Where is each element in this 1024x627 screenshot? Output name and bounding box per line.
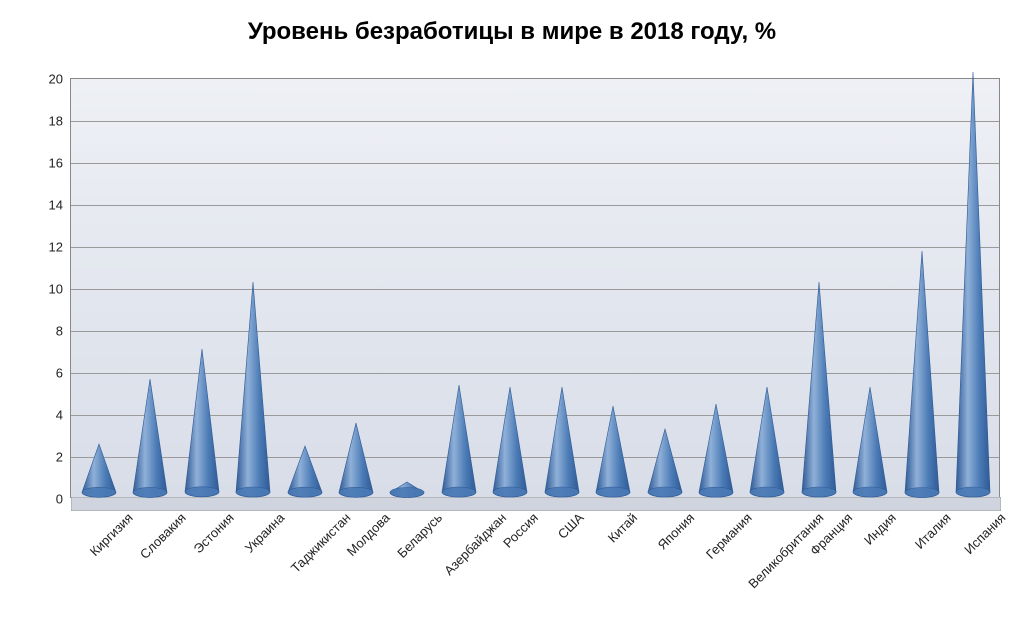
chart-plot-area: 02468101214161820 [70,78,1000,498]
chart-x-labels: КиргизияСловакияЭстонияУкраинаТаджикиста… [70,510,1000,620]
y-tick-label: 12 [49,240,63,255]
chart-cone [441,384,477,503]
x-tick-label: Киргизия [87,510,136,559]
y-tick-label: 16 [49,156,63,171]
chart-cone [184,348,220,503]
x-tick-label: Беларусь [395,510,446,561]
chart-cone [647,428,683,503]
chart-cone [749,386,785,503]
chart-cone [904,250,940,504]
x-tick-label: Италия [911,510,953,552]
x-tick-label: Испания [961,510,1008,557]
x-tick-label: Германия [703,510,755,562]
chart-cone [235,281,271,503]
y-tick-label: 0 [56,492,63,507]
y-tick-label: 2 [56,450,63,465]
x-tick-label: Азербайджан [441,510,509,578]
chart-cone [801,281,837,503]
x-tick-label: Эстония [190,510,236,556]
chart-cone [852,386,888,503]
chart-cone [595,405,631,503]
chart-cone [389,481,425,504]
chart-cone [955,71,991,503]
y-tick-label: 18 [49,114,63,129]
y-tick-label: 14 [49,198,63,213]
chart-container: Уровень безработицы в мире в 2018 году, … [0,0,1024,627]
x-tick-label: Словакия [137,510,189,562]
x-tick-label: Китай [605,510,640,545]
y-tick-label: 4 [56,408,63,423]
x-tick-label: Таджикистан [288,510,354,576]
chart-cone [698,403,734,503]
y-tick-label: 20 [49,72,63,87]
chart-cone [544,386,580,503]
y-tick-label: 10 [49,282,63,297]
chart-cone [132,378,168,503]
chart-cone [338,422,374,503]
x-tick-label: США [554,510,586,542]
x-tick-label: Япония [654,510,697,553]
chart-cone [81,443,117,503]
y-tick-label: 8 [56,324,63,339]
x-tick-label: Украина [242,510,288,556]
chart-cone [287,445,323,503]
chart-cone [492,386,528,503]
x-tick-label: Россия [500,510,541,551]
chart-cones [71,79,999,497]
y-tick-label: 6 [56,366,63,381]
x-tick-label: Индия [861,510,899,548]
chart-title: Уровень безработицы в мире в 2018 году, … [0,18,1024,46]
